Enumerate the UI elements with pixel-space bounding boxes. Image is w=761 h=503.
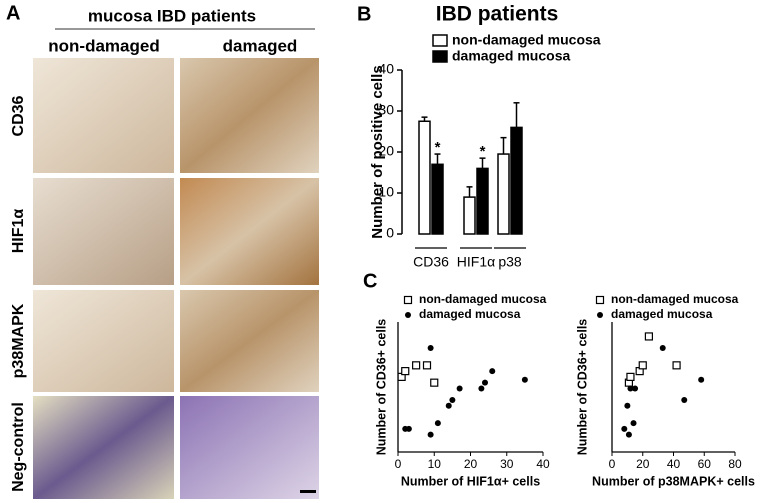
bar <box>431 163 444 235</box>
scatter-point <box>621 425 628 432</box>
y-tick-label: 30 <box>378 102 394 118</box>
scatter-point <box>632 385 639 392</box>
bar <box>418 120 431 235</box>
micrograph <box>180 396 319 499</box>
micrograph <box>180 58 319 173</box>
scatter-point <box>427 431 434 438</box>
scatter-point <box>659 345 666 351</box>
legend-label: non-damaged mucosa <box>611 292 739 306</box>
scatter-point <box>624 402 631 409</box>
x-tick-label: HIF1α <box>457 254 495 270</box>
x-tick-label: 40 <box>667 457 681 471</box>
micrograph <box>33 58 174 173</box>
micrograph <box>33 178 174 285</box>
y-axis-label: Number of CD36+ cells <box>374 319 388 456</box>
scatter-point <box>630 420 637 427</box>
x-tick-label: p38 <box>498 254 522 270</box>
legend-label: damaged mucosa <box>611 307 713 321</box>
significance: * <box>480 143 486 160</box>
scatter-point <box>698 376 705 383</box>
x-axis-label: Number of HIF1α+ cells <box>401 474 540 488</box>
x-tick-label: 10 <box>428 457 442 471</box>
legend-marker <box>595 295 605 305</box>
panel-label: C <box>363 270 377 292</box>
x-tick-label: 30 <box>500 457 514 471</box>
y-tick-label: 40 <box>378 61 394 77</box>
scatter-point <box>445 402 452 409</box>
scatter-point <box>672 361 681 370</box>
micrographs <box>33 58 319 499</box>
scatter-point <box>401 367 410 376</box>
legend-label: damaged mucosa <box>419 307 521 321</box>
column-header: non-damaged <box>48 36 159 55</box>
panel-label: A <box>6 2 20 24</box>
row-label: Neg-control <box>10 402 27 492</box>
legend-label: non-damaged mucosa <box>452 32 601 48</box>
row-label: CD36 <box>10 95 27 136</box>
row-label: HIF1α <box>10 209 27 254</box>
row-label: p38MAPK <box>10 303 27 378</box>
scatter-point <box>627 385 634 392</box>
x-tick-label: CD36 <box>413 254 449 270</box>
x-tick-label: 0 <box>609 457 616 471</box>
bar <box>463 196 476 235</box>
panel-label: B <box>357 3 371 25</box>
scatter-point <box>405 425 412 432</box>
chart-title: IBD patients <box>436 3 559 26</box>
x-tick-label: 20 <box>636 457 650 471</box>
x-axis-label: Number of p38MAPK+ cells <box>592 474 755 488</box>
micrograph <box>33 396 174 499</box>
bar <box>510 126 523 235</box>
scatter-point <box>478 385 485 392</box>
scatter-point <box>482 379 488 386</box>
scatter-point <box>430 378 439 387</box>
scatter-point <box>422 361 432 370</box>
scatter-point <box>625 431 632 438</box>
x-tick-label: 40 <box>536 457 550 471</box>
scatter-point <box>681 397 688 403</box>
scatter-point <box>521 376 528 383</box>
column-header: damaged <box>223 36 298 55</box>
scatter-point <box>427 345 434 351</box>
x-tick-label: 60 <box>698 457 712 471</box>
significance: * <box>435 139 441 156</box>
bar <box>476 167 489 235</box>
legend-marker <box>405 312 411 318</box>
micrograph <box>180 290 319 392</box>
y-axis-label: Number of CD36+ cells <box>575 319 589 456</box>
x-tick-label: 20 <box>464 457 478 471</box>
scatter-point <box>626 372 635 381</box>
legend-swatch <box>432 34 448 47</box>
scatter-point <box>449 397 456 403</box>
legend-label: non-damaged mucosa <box>419 292 547 306</box>
micrograph <box>33 290 174 392</box>
panel-header: mucosa IBD patients <box>88 6 256 25</box>
legend-marker <box>597 312 603 318</box>
bar <box>497 153 510 235</box>
scatter-point <box>489 368 496 375</box>
y-tick-label: 10 <box>378 184 394 200</box>
scatter-point <box>644 332 654 341</box>
scatter-point <box>638 361 647 370</box>
scatter-point <box>434 420 441 427</box>
y-axis-label: Number of positive cells <box>369 65 386 238</box>
x-tick-label: 0 <box>395 457 402 471</box>
legend-label: damaged mucosa <box>452 48 570 64</box>
scatter-point <box>456 385 463 392</box>
legend-swatch <box>432 50 448 63</box>
y-tick-label: 20 <box>378 143 394 159</box>
micrograph <box>180 178 319 285</box>
scatter-point <box>412 361 421 370</box>
x-tick-label: 80 <box>728 457 742 471</box>
y-tick-label: 0 <box>386 225 394 241</box>
scale-bar <box>300 490 316 493</box>
legend-marker <box>403 295 413 305</box>
